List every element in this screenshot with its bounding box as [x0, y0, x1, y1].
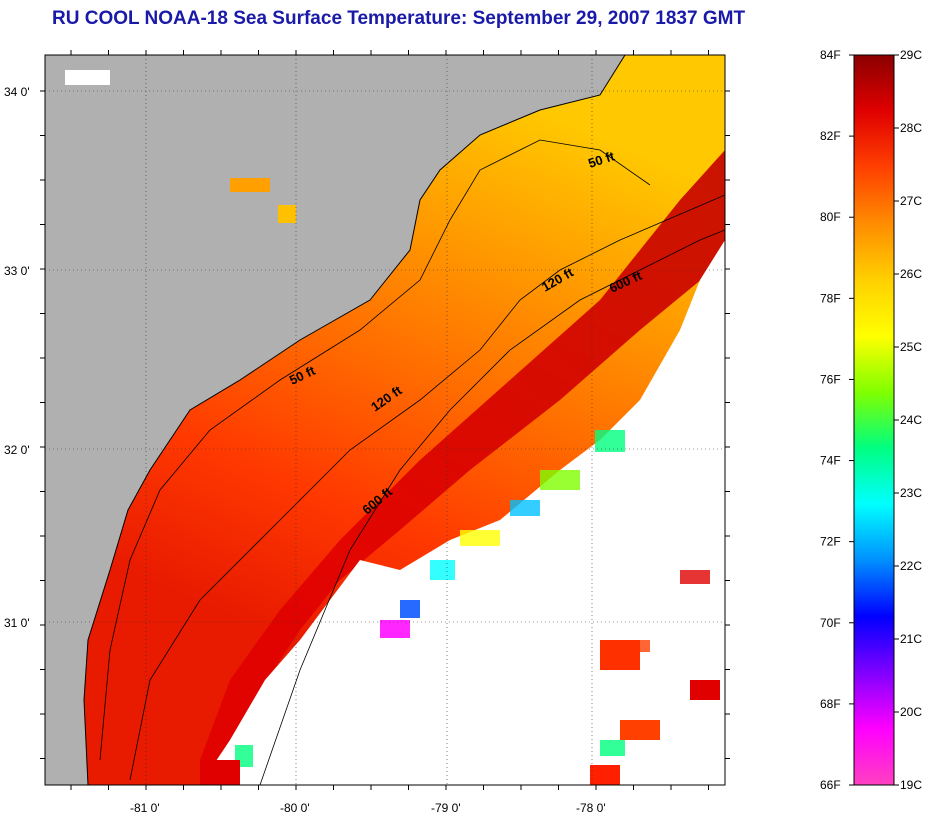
- colorbar-label-c: 28C: [900, 121, 922, 135]
- colorbar-label-c: 19C: [900, 778, 922, 792]
- offshore-patches: [200, 640, 720, 785]
- coastline: [83, 55, 626, 785]
- colorbar-label-f: 84F: [820, 48, 841, 62]
- colorbar-ticks: [849, 54, 899, 786]
- colorbar-label-f: 74F: [820, 454, 841, 468]
- lon-label: -79 0': [431, 801, 461, 815]
- colorbar-label-c: 23C: [900, 486, 922, 500]
- colorbar-label-f: 78F: [820, 291, 841, 305]
- colorbar-gradient: [853, 54, 895, 786]
- colorbar-label-f: 72F: [820, 535, 841, 549]
- lat-label: 32 0': [4, 443, 30, 457]
- lake-feature: [65, 70, 110, 85]
- colorbar-label-f: 76F: [820, 372, 841, 386]
- colorbar-label-c: 22C: [900, 559, 922, 573]
- lat-label: 33 0': [4, 264, 30, 278]
- lat-label: 31 0': [4, 616, 30, 630]
- colorbar-label-f: 70F: [820, 616, 841, 630]
- map-frame: [44, 54, 726, 786]
- colorbar-label-c: 27C: [900, 194, 922, 208]
- tick-marks: [40, 50, 730, 790]
- colorbar-label-c: 20C: [900, 705, 922, 719]
- gulf-stream-band: [200, 150, 725, 760]
- colorbar-label-f: 68F: [820, 697, 841, 711]
- contour-50ft: [99, 139, 651, 761]
- colorbar-label-f: 80F: [820, 210, 841, 224]
- lon-label: -80 0': [280, 801, 310, 815]
- lake-feature: [230, 178, 270, 192]
- lake-feature: [278, 205, 296, 223]
- colorbar-label-f: 66F: [820, 778, 841, 792]
- colorbar-label-c: 25C: [900, 340, 922, 354]
- cloud-mask: [200, 240, 725, 785]
- lat-label: 34 0': [4, 85, 30, 99]
- map-title: RU COOL NOAA-18 Sea Surface Temperature:…: [52, 8, 746, 29]
- colorbar-label-c: 21C: [900, 632, 922, 646]
- colorbar-label-f: 82F: [820, 129, 841, 143]
- colorbar-label-c: 24C: [900, 413, 922, 427]
- graticule: [45, 55, 725, 785]
- colorbar-label-c: 26C: [900, 267, 922, 281]
- colorbar-label-c: 29C: [900, 48, 922, 62]
- contour-600ft: [259, 229, 725, 785]
- lon-label: -81 0': [130, 801, 160, 815]
- contour-120ft: [129, 194, 725, 781]
- fringe-patches: [235, 430, 710, 767]
- lon-label: -78 0': [576, 801, 606, 815]
